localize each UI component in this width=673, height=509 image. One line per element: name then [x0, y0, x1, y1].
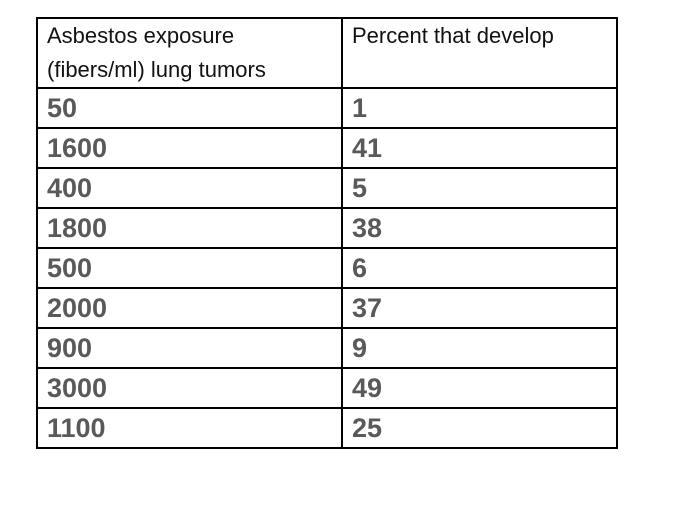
header-row: Asbestos exposure (fibers/ml) lung tumor… [36, 17, 618, 89]
table-row: 1100 25 [36, 407, 618, 449]
column-header-percent: Percent that develop [341, 17, 618, 89]
percent-value: 49 [341, 367, 618, 409]
table-row: 400 5 [36, 167, 618, 209]
exposure-value: 2000 [36, 287, 343, 329]
exposure-value: 1800 [36, 207, 343, 249]
table-row: 1600 41 [36, 127, 618, 169]
table-row: 900 9 [36, 327, 618, 369]
table-row: 2000 37 [36, 287, 618, 329]
exposure-value: 1600 [36, 127, 343, 169]
header-line: Percent that develop [352, 23, 554, 48]
table-row: 500 6 [36, 247, 618, 289]
percent-value: 1 [341, 87, 618, 129]
percent-value: 38 [341, 207, 618, 249]
percent-value: 5 [341, 167, 618, 209]
exposure-value: 400 [36, 167, 343, 209]
table-row: 3000 49 [36, 367, 618, 409]
exposure-value: 500 [36, 247, 343, 289]
percent-value: 37 [341, 287, 618, 329]
percent-value: 41 [341, 127, 618, 169]
asbestos-data-table: Asbestos exposure (fibers/ml) lung tumor… [36, 17, 618, 449]
table-row: 1800 38 [36, 207, 618, 249]
percent-value: 6 [341, 247, 618, 289]
header-line: Asbestos exposure [47, 23, 235, 48]
header-line: (fibers/ml) lung tumors [47, 57, 266, 82]
percent-value: 9 [341, 327, 618, 369]
exposure-value: 1100 [36, 407, 343, 449]
exposure-value: 3000 [36, 367, 343, 409]
table-row: 50 1 [36, 87, 618, 129]
exposure-value: 900 [36, 327, 343, 369]
percent-value: 25 [341, 407, 618, 449]
column-header-exposure: Asbestos exposure (fibers/ml) lung tumor… [36, 17, 343, 89]
exposure-value: 50 [36, 87, 343, 129]
